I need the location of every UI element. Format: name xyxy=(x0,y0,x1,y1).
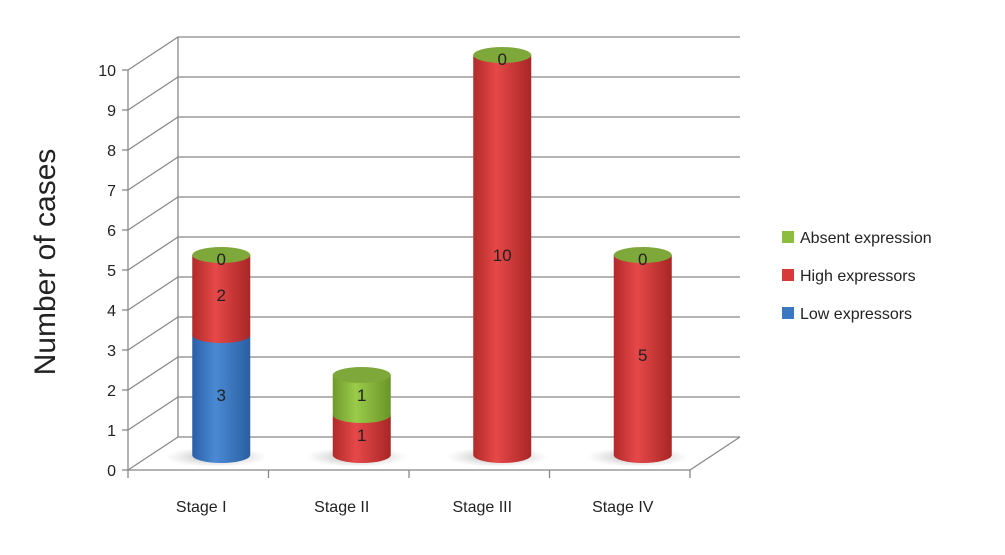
data-label: 1 xyxy=(357,386,366,405)
y-tick-label: 0 xyxy=(107,463,116,480)
data-label: 0 xyxy=(217,250,226,269)
gridline xyxy=(127,76,740,111)
bar-top-cap xyxy=(473,47,532,63)
gridline xyxy=(127,196,740,231)
bar-segment xyxy=(192,255,251,343)
y-tick-label: 10 xyxy=(98,63,116,80)
legend-swatch xyxy=(782,307,794,319)
y-tick-label: 1 xyxy=(107,423,116,440)
y-tick-label: 9 xyxy=(107,103,116,120)
y-tick-label: 2 xyxy=(107,383,116,400)
bar-segment xyxy=(332,375,391,423)
legend-swatch xyxy=(782,269,794,281)
gridline xyxy=(127,156,740,191)
data-label: 5 xyxy=(638,346,647,365)
bar-segment xyxy=(613,255,672,463)
x-tick-label: Stage III xyxy=(452,499,512,516)
bar-top-cap xyxy=(332,367,391,383)
x-tick-label: Stage I xyxy=(176,499,227,516)
x-tick-label: Stage II xyxy=(314,499,369,516)
y-tick-label: 5 xyxy=(107,263,116,280)
data-label: 0 xyxy=(498,50,507,69)
data-label: 1 xyxy=(357,426,366,445)
bar-segment xyxy=(332,415,391,463)
y-axis-label: Number of cases xyxy=(29,149,62,376)
data-label: 10 xyxy=(493,246,512,265)
y-tick-label: 7 xyxy=(107,183,116,200)
y-tick-label: 4 xyxy=(107,303,116,320)
bar-segment xyxy=(473,55,532,463)
legend: Absent expression High expressors Low expr… xyxy=(782,230,932,323)
data-label: 3 xyxy=(217,386,226,405)
y-tick-label: 3 xyxy=(107,343,116,360)
y-tick-label: 6 xyxy=(107,223,116,240)
data-label: 2 xyxy=(217,286,226,305)
bar-top-cap xyxy=(192,247,251,263)
x-tick-label: Stage IV xyxy=(592,499,654,516)
bar-top-cap xyxy=(613,247,672,263)
data-label: 0 xyxy=(638,250,647,269)
legend-label: High expressors xyxy=(800,268,916,285)
bar-segment xyxy=(192,335,251,463)
legend-swatch xyxy=(782,231,794,243)
bars: 3 2 0 1 1 10 0 5 0 xyxy=(165,47,689,467)
legend-label: Absent expression xyxy=(800,230,932,247)
gridline xyxy=(127,36,740,71)
gridline xyxy=(127,116,740,151)
legend-label: Low expressors xyxy=(800,306,912,323)
y-tick-label: 8 xyxy=(107,143,116,160)
